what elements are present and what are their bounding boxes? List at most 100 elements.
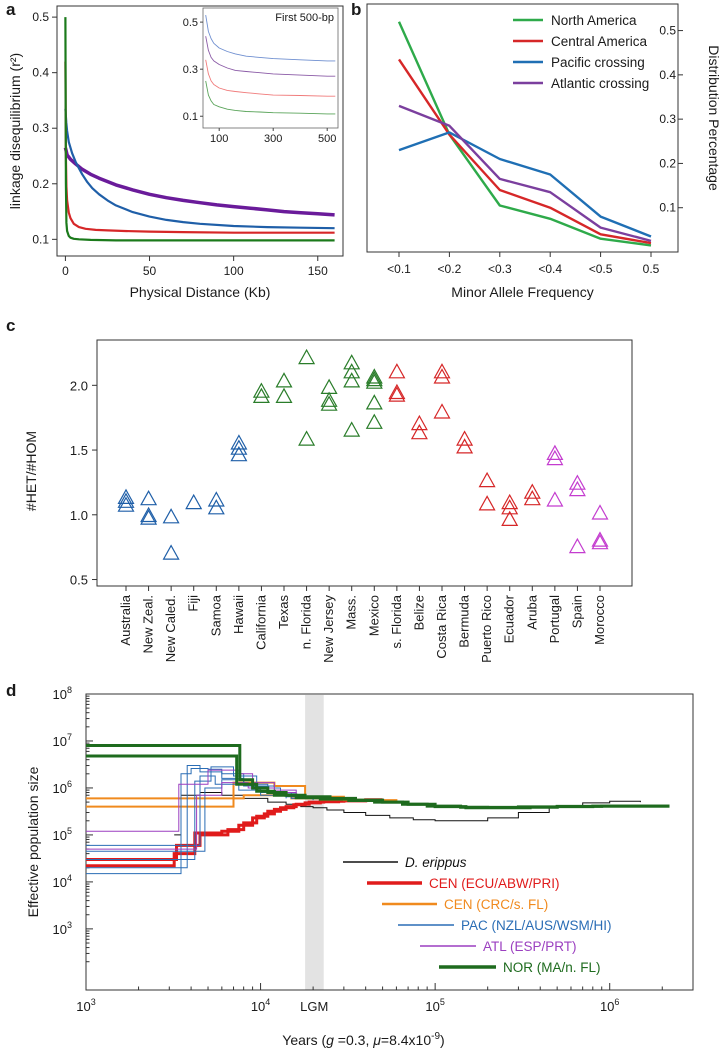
data-point-c [298,430,316,446]
legend-label-d: CEN (CRC/s. FL) [444,897,548,912]
y-tick-label-b: 0.3 [659,112,676,126]
x-tick-label-c: Mass. [344,595,359,630]
data-point-c [478,471,496,488]
data-point-c [320,378,338,394]
x-tick-label-b: 0.5 [643,262,660,276]
data-point-c [523,483,541,499]
panel-letter-c: c [6,316,15,335]
plot-frame-d [85,693,694,991]
data-point-c [343,421,361,437]
data-point-c [162,544,180,560]
y-tick-label-d: 104 [53,873,72,890]
x-label-mid: =0.3, [334,1032,373,1048]
inset-series-line-a [205,59,336,97]
inset-series-line-a [205,36,336,77]
y-axis-label-d: Effective population size [25,766,41,917]
data-point-c [365,373,383,389]
legend-label-b: Pacific crossing [551,55,645,70]
data-point-c [117,496,135,512]
x-tick-label-c: Aruba [524,594,539,629]
data-point-c [343,372,361,388]
data-point-c [546,444,564,460]
y-tick-exp-d: 4 [67,873,72,883]
data-point-c [365,370,383,387]
data-point-c [185,493,203,510]
data-point-c [275,387,293,403]
y-tick-exp-d: 8 [67,685,72,695]
x-tick-label-c: California [253,594,268,650]
data-point-c [298,348,316,365]
panel-letter-b: b [351,0,361,19]
data-point-c [546,491,564,507]
x-tick-label-b: <0.3 [488,262,512,276]
legend-label-d: ATL (ESP/PRT) [483,939,577,954]
x-tick-exp-d: 3 [91,997,96,1007]
y-tick-label-b: 0.4 [659,68,676,82]
inset-series-line-a [205,15,336,62]
x-label-exp: -9 [431,1031,440,1042]
x-tick-label-d: 103 [76,997,95,1014]
data-point-c [388,363,406,379]
data-point-c [388,386,406,402]
x-tick-label-c: Hawaii [231,595,246,634]
data-point-c [591,531,609,547]
x-tick-label-c: New Caled. [163,595,178,662]
panel-letter-a: a [6,0,16,19]
x-label-g: g [326,1032,334,1048]
panel-d: d 103 104 105 106 103 104 105 106 107 108 LGM Years … [6,681,694,1048]
x-tick-label-c: s. Florida [389,594,404,648]
x-tick-exp-d: 4 [265,997,270,1007]
data-point-c [117,488,135,504]
x-tick-label-c: Mexico [366,595,381,636]
series-line-b [397,21,652,247]
y-axis-label-b: Distribution Percentage [706,45,722,191]
data-point-c [207,499,225,515]
inset-title-a: First 500-bp [275,12,334,24]
data-point-c [433,403,451,419]
data-point-c [275,372,293,388]
y-tick-label-d: 106 [53,779,72,796]
data-point-c [456,430,474,446]
x-label-suffix: =8.4x10 [381,1032,431,1048]
data-point-c [365,368,383,384]
x-tick-label-c: Bermuda [457,594,472,648]
data-point-c [365,413,383,429]
y-tick-label-a: 0.2 [32,177,49,191]
x-tick-label-c: Australia [118,594,133,645]
inset-y-tick-label-a: 0.5 [183,17,198,29]
y-tick-label-c: 1.0 [70,508,88,523]
data-point-c [410,423,428,440]
series-line-a [64,17,335,242]
plot-frame-a [56,5,344,257]
x-tick-label-d: 104 [251,997,270,1014]
panel-b: b <0.1 <0.2 <0.3 <0.4 <0.5 0.5 0.1 0.2 0.3 0.4 0.5 M… [351,0,722,300]
y-tick-label-b: 0.1 [659,201,676,215]
plot-frame-c [96,339,633,587]
inset-y-tick-label-a: 0.1 [183,111,198,123]
data-point-c [140,509,158,525]
data-point-c [568,537,586,554]
data-point-c [252,387,270,403]
y-tick-label-d: 105 [53,826,72,843]
x-tick-label-d: 105 [425,997,444,1014]
legend-label-d: CEN (ECU/ABW/PRI) [429,876,560,891]
y-tick-label-b: 0.5 [659,24,676,38]
y-tick-label-c: 2.0 [70,378,88,393]
series-step-d [174,792,641,836]
series-step-d [86,769,297,832]
x-tick-label-c: Ecuador [502,594,517,643]
x-tick-label-d: 106 [600,997,619,1014]
x-tick-label-c: New Jersey [321,595,336,663]
legend-label-b: North America [551,13,637,28]
data-point-c [162,508,180,524]
x-tick-label-b: <0.2 [438,262,462,276]
x-tick-label-b: <0.5 [589,262,613,276]
y-tick-exp-d: 7 [67,732,72,742]
legend-label-b: Central America [551,34,648,49]
x-tick-label-c: Belize [411,595,426,630]
y-tick-label-b: 0.2 [659,156,676,170]
y-tick-label-a: 0.5 [32,10,49,24]
series-line-b [398,131,652,238]
series-step-d [86,754,670,809]
series-step-d [86,781,398,808]
